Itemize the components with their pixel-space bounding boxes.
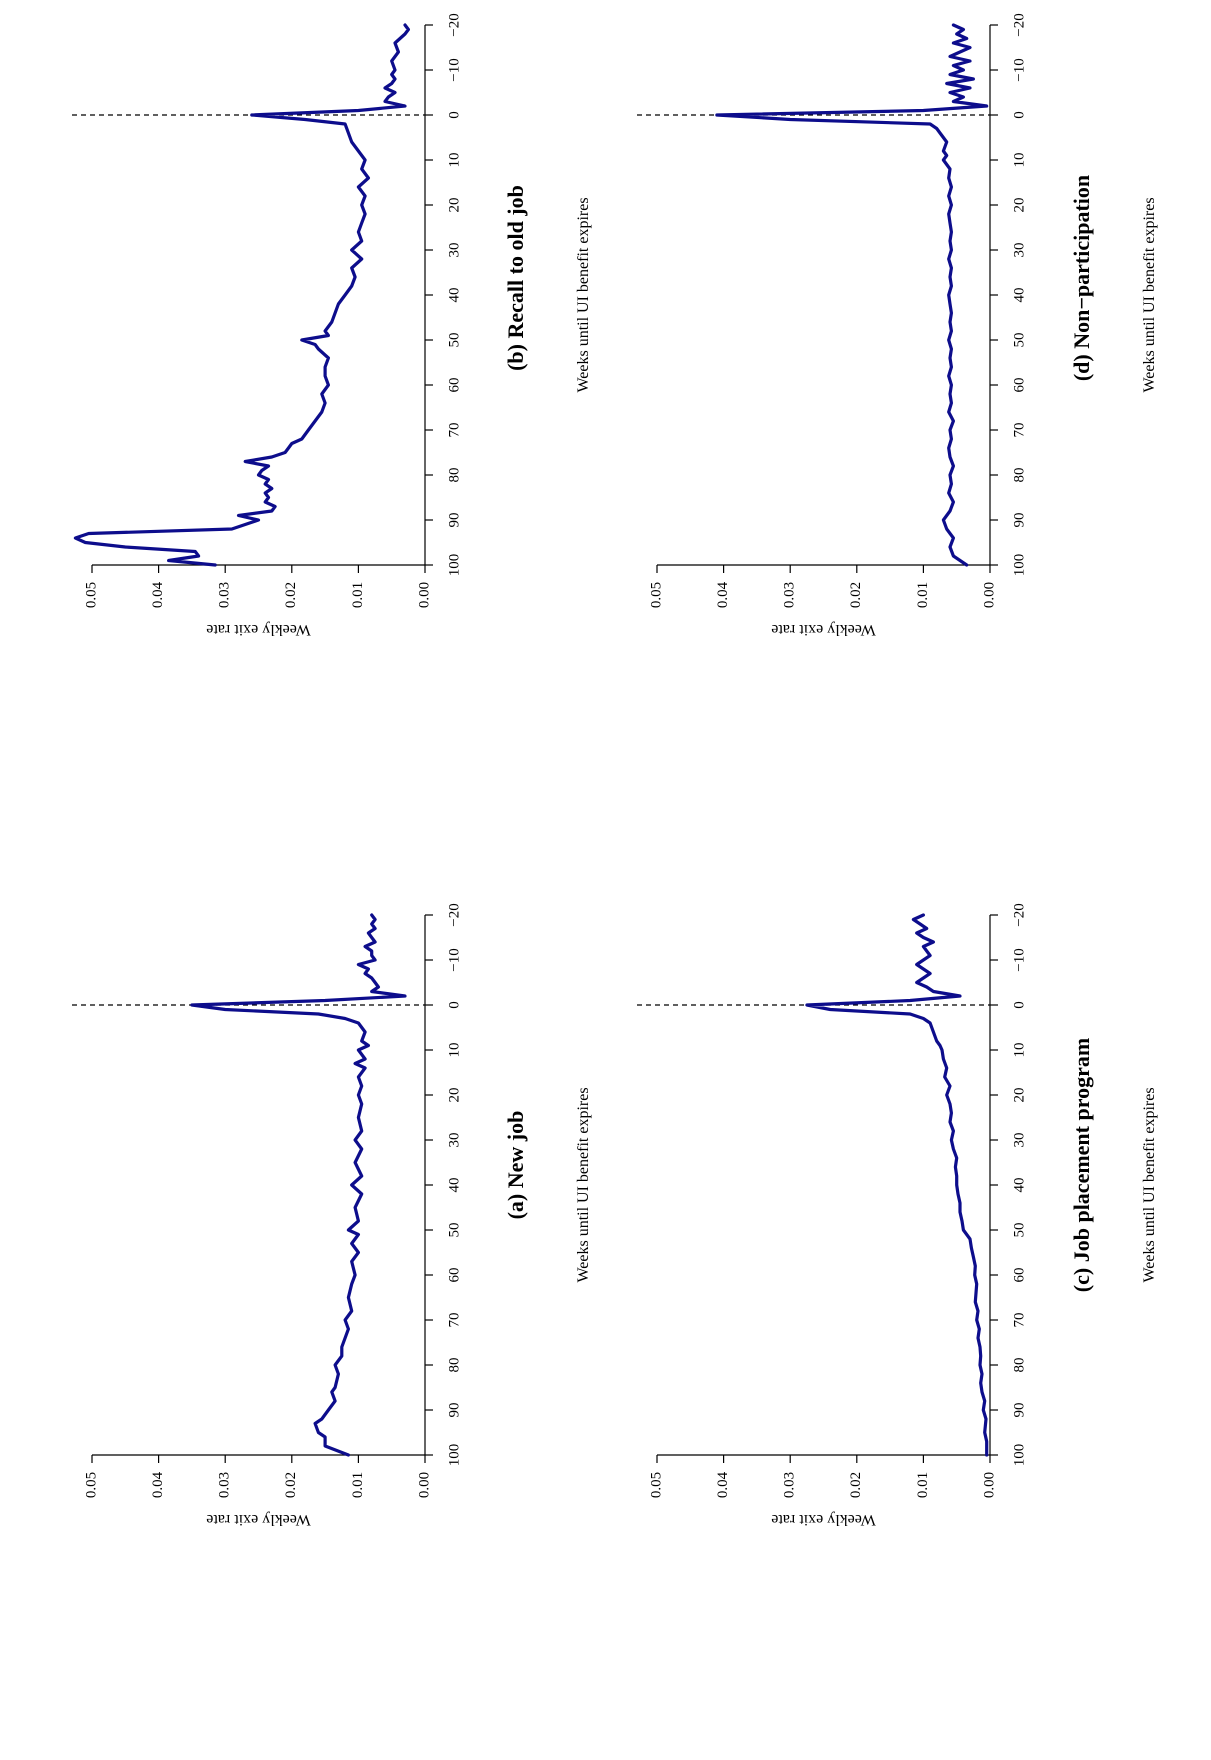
y-tick-label: 0.05 bbox=[648, 582, 664, 608]
x-tick-label: 90 bbox=[1011, 513, 1027, 528]
y-tick-label: 0.00 bbox=[416, 582, 432, 608]
x-tick-label: −10 bbox=[1011, 58, 1027, 81]
x-tick-label: 90 bbox=[446, 513, 462, 528]
x-tick-label: 20 bbox=[446, 198, 462, 213]
x-tick-label: −20 bbox=[446, 903, 462, 926]
x-axis-title: Weeks until UI benefit expires bbox=[575, 1087, 592, 1282]
y-tick-label: 0.03 bbox=[217, 1472, 233, 1498]
x-tick-label: 80 bbox=[446, 1358, 462, 1373]
y-tick-label: 0.00 bbox=[981, 1472, 997, 1498]
y-tick-label: 0.03 bbox=[782, 1472, 798, 1498]
y-tick-label: 0.04 bbox=[715, 581, 731, 608]
x-tick-label: 20 bbox=[446, 1088, 462, 1103]
y-axis-title: Weekly exit rate bbox=[771, 1511, 875, 1528]
series-line bbox=[190, 913, 407, 1457]
x-tick-label: 70 bbox=[1011, 1313, 1027, 1328]
x-tick-label: 10 bbox=[1011, 153, 1027, 168]
x-tick-label: 30 bbox=[1011, 243, 1027, 258]
x-tick-label: −10 bbox=[446, 948, 462, 971]
panel-title: (c) Job placement program bbox=[1069, 1038, 1094, 1292]
x-tick-label: 10 bbox=[446, 1043, 462, 1058]
series-line bbox=[715, 23, 989, 567]
x-tick-label: 60 bbox=[1011, 1268, 1027, 1283]
x-tick-label: 80 bbox=[446, 468, 462, 483]
panel-recall-to-old-job: 1009080706050403020100−10−200.000.010.02… bbox=[72, 13, 592, 638]
x-tick-label: 10 bbox=[1011, 1043, 1027, 1058]
x-tick-label: 70 bbox=[1011, 423, 1027, 438]
y-tick-label: 0.02 bbox=[283, 582, 299, 608]
x-tick-label: −20 bbox=[1011, 903, 1027, 926]
y-tick-label: 0.01 bbox=[915, 1472, 931, 1498]
y-tick-label: 0.01 bbox=[350, 1472, 366, 1498]
y-tick-label: 0.00 bbox=[416, 1472, 432, 1498]
x-tick-label: 10 bbox=[446, 153, 462, 168]
x-tick-label: 0 bbox=[1011, 111, 1027, 119]
y-tick-label: 0.02 bbox=[283, 1472, 299, 1498]
x-tick-label: 100 bbox=[446, 1444, 462, 1467]
x-tick-label: 80 bbox=[1011, 1358, 1027, 1373]
x-tick-label: 30 bbox=[446, 243, 462, 258]
x-tick-label: 60 bbox=[446, 1268, 462, 1283]
y-tick-label: 0.02 bbox=[848, 582, 864, 608]
x-tick-label: −10 bbox=[446, 58, 462, 81]
y-tick-label: 0.01 bbox=[350, 582, 366, 608]
x-tick-label: 70 bbox=[446, 423, 462, 438]
x-tick-label: 0 bbox=[446, 1001, 462, 1009]
x-tick-label: 40 bbox=[446, 288, 462, 303]
y-tick-label: 0.04 bbox=[715, 1471, 731, 1498]
y-tick-label: 0.03 bbox=[782, 582, 798, 608]
x-axis-title: Weeks until UI benefit expires bbox=[1141, 197, 1158, 392]
x-tick-label: 0 bbox=[1011, 1001, 1027, 1009]
series-line bbox=[73, 23, 410, 567]
y-tick-label: 0.04 bbox=[150, 1471, 166, 1498]
y-axis-title: Weekly exit rate bbox=[206, 621, 310, 638]
x-tick-label: 50 bbox=[446, 333, 462, 348]
x-tick-label: 60 bbox=[446, 378, 462, 393]
x-axis-title: Weeks until UI benefit expires bbox=[575, 197, 592, 392]
y-tick-label: 0.05 bbox=[648, 1472, 664, 1498]
x-tick-label: 30 bbox=[446, 1133, 462, 1148]
x-tick-label: 80 bbox=[1011, 468, 1027, 483]
x-tick-label: −20 bbox=[1011, 13, 1027, 36]
x-tick-label: −20 bbox=[446, 13, 462, 36]
panel-title: (d) Non−participation bbox=[1069, 175, 1094, 381]
panel-job-placement-program: 1009080706050403020100−10−200.000.010.02… bbox=[637, 903, 1158, 1528]
y-tick-label: 0.01 bbox=[915, 582, 931, 608]
x-tick-label: 40 bbox=[1011, 288, 1027, 303]
panel-non-participation: 1009080706050403020100−10−200.000.010.02… bbox=[637, 13, 1158, 638]
panel-new-job: 1009080706050403020100−10−200.000.010.02… bbox=[72, 903, 592, 1528]
y-axis-title: Weekly exit rate bbox=[206, 1511, 310, 1528]
x-tick-label: 90 bbox=[446, 1403, 462, 1418]
x-tick-label: 0 bbox=[446, 111, 462, 119]
x-tick-label: 90 bbox=[1011, 1403, 1027, 1418]
x-tick-label: 50 bbox=[1011, 333, 1027, 348]
x-axis-title: Weeks until UI benefit expires bbox=[1141, 1087, 1158, 1282]
panel-title: (a) New job bbox=[503, 1111, 528, 1220]
x-tick-label: 70 bbox=[446, 1313, 462, 1328]
x-tick-label: 40 bbox=[1011, 1178, 1027, 1193]
series-line bbox=[805, 913, 989, 1457]
panel-title: (b) Recall to old job bbox=[503, 185, 528, 371]
x-tick-label: 30 bbox=[1011, 1133, 1027, 1148]
x-tick-label: 100 bbox=[446, 554, 462, 577]
x-tick-label: 100 bbox=[1011, 554, 1027, 577]
y-axis-title: Weekly exit rate bbox=[771, 621, 875, 638]
x-tick-label: −10 bbox=[1011, 948, 1027, 971]
y-tick-label: 0.05 bbox=[83, 582, 99, 608]
x-tick-label: 50 bbox=[1011, 1223, 1027, 1238]
y-tick-label: 0.03 bbox=[217, 582, 233, 608]
y-tick-label: 0.00 bbox=[981, 582, 997, 608]
x-tick-label: 20 bbox=[1011, 1088, 1027, 1103]
x-tick-label: 20 bbox=[1011, 198, 1027, 213]
y-tick-label: 0.05 bbox=[83, 1472, 99, 1498]
x-tick-label: 50 bbox=[446, 1223, 462, 1238]
x-tick-label: 40 bbox=[446, 1178, 462, 1193]
y-tick-label: 0.04 bbox=[150, 581, 166, 608]
x-tick-label: 100 bbox=[1011, 1444, 1027, 1467]
y-tick-label: 0.02 bbox=[848, 1472, 864, 1498]
x-tick-label: 60 bbox=[1011, 378, 1027, 393]
